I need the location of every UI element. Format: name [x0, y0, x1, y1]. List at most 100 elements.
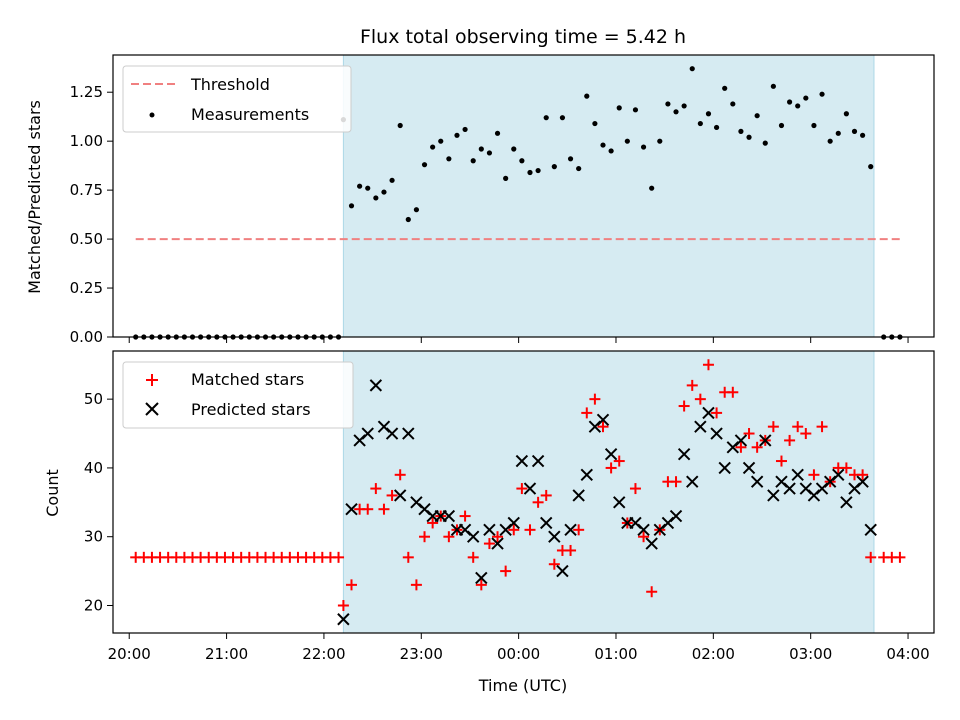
- predicted-point: [718, 461, 731, 475]
- x-tick-label: 22:00: [302, 645, 345, 663]
- matched-point: [532, 496, 544, 508]
- predicted-point: [710, 427, 723, 440]
- predicted-point: [694, 420, 707, 433]
- matched-point: [443, 531, 455, 543]
- predicted-point-b: [345, 502, 358, 516]
- predicted-point: [686, 475, 699, 488]
- measurement-point: [722, 85, 728, 91]
- predicted-point: [507, 516, 520, 530]
- matched-point: [605, 462, 617, 474]
- matched-point: [362, 503, 374, 515]
- matched-point: [597, 421, 609, 433]
- predicted-point-b: [361, 427, 374, 440]
- predicted-point-b: [442, 509, 456, 523]
- predicted-point-b: [694, 420, 707, 433]
- matched-point: [784, 434, 796, 446]
- predicted-point: [385, 427, 399, 440]
- top-plot-frame: [112, 54, 935, 338]
- matched-point: [333, 551, 345, 563]
- predicted-point-b: [377, 420, 391, 433]
- predicted-point: [580, 468, 593, 482]
- measurement-point: [535, 167, 541, 174]
- measurement-point: [357, 183, 363, 189]
- matched-point: [775, 455, 787, 467]
- measurement-point: [397, 122, 403, 129]
- predicted-point-b: [564, 523, 577, 537]
- predicted-point-b: [742, 461, 756, 475]
- matched-point: [467, 551, 479, 563]
- matched-point: [492, 531, 504, 543]
- observing-window: [342, 54, 875, 338]
- matched-point: [727, 386, 739, 398]
- predicted-point-b: [677, 447, 691, 461]
- measurement-point: [827, 138, 833, 144]
- y-tick-label: 1.00: [70, 132, 103, 150]
- predicted-point-b: [337, 613, 350, 626]
- bottom-legend: Matched stars Predicted stars: [122, 361, 354, 429]
- matched-point: [816, 421, 828, 433]
- matched-point: [711, 407, 723, 419]
- bottom-panel: 20 30 40 50 20:00 21:00 22:00 23:00 00:00 01:00 02…: [84, 350, 935, 663]
- x-tick-label: 00:00: [497, 645, 540, 663]
- predicted-point: [564, 523, 577, 537]
- measurement-point: [567, 156, 574, 162]
- matched-point: [524, 524, 536, 536]
- measurement-point: [470, 158, 476, 164]
- predicted-point: [702, 406, 715, 420]
- predicted-point: [645, 537, 658, 550]
- measurement-point: [657, 138, 663, 144]
- predicted-point-b: [410, 496, 423, 509]
- measurement-point: [348, 203, 355, 209]
- top-legend-box: [122, 65, 352, 133]
- measurement-point: [373, 195, 379, 201]
- measurement-point: [640, 144, 647, 150]
- top-legend: Threshold Measurements: [122, 65, 352, 133]
- matched-point: [792, 421, 804, 433]
- matched-point: [370, 483, 382, 495]
- legend-threshold-label: Threshold: [190, 75, 270, 94]
- y-tick-label: 0.00: [70, 328, 103, 346]
- x-tick-label: 04:00: [886, 645, 929, 663]
- matched-point: [573, 524, 585, 536]
- measurement-point: [730, 101, 736, 107]
- predicted-point-b: [466, 530, 480, 543]
- measurement-point: [421, 162, 428, 168]
- measurement-point: [446, 156, 452, 162]
- measurement-point: [519, 158, 525, 164]
- predicted-point: [523, 482, 537, 495]
- x-tick-label: 03:00: [789, 645, 832, 663]
- matched-point: [857, 469, 869, 481]
- matched-point: [686, 379, 698, 391]
- predicted-point: [540, 516, 553, 530]
- measurement-point: [843, 111, 849, 117]
- measurement-point: [600, 142, 606, 148]
- x-tick-label: 20:00: [108, 645, 151, 663]
- predicted-point: [742, 461, 756, 475]
- measurement-point: [705, 111, 712, 117]
- predicted-point: [491, 537, 504, 550]
- matched-point: [646, 586, 658, 598]
- measurement-point: [665, 101, 671, 107]
- legend-measurements-swatch: [149, 112, 155, 118]
- predicted-point: [361, 427, 374, 440]
- matched-point: [386, 489, 398, 501]
- predicted-point: [466, 530, 480, 543]
- measurement-point: [576, 165, 582, 172]
- matched-point: [638, 531, 650, 543]
- measurement-point: [713, 124, 720, 131]
- matched-point: [735, 441, 747, 453]
- measurement-point: [681, 103, 687, 109]
- predicted-point-b: [596, 413, 610, 426]
- matched-point: [589, 393, 601, 405]
- predicted-point: [402, 427, 415, 440]
- measurement-point: [503, 175, 509, 181]
- matched-point: [410, 579, 422, 591]
- measurement-point: [811, 122, 817, 129]
- predicted-point-b: [475, 571, 488, 585]
- predicted-point-b: [669, 509, 683, 523]
- predicted-point-b: [531, 454, 545, 468]
- matched-point: [402, 551, 414, 563]
- predicted-point: [531, 454, 545, 468]
- predicted-point-b: [840, 496, 853, 509]
- predicted-point: [864, 523, 877, 537]
